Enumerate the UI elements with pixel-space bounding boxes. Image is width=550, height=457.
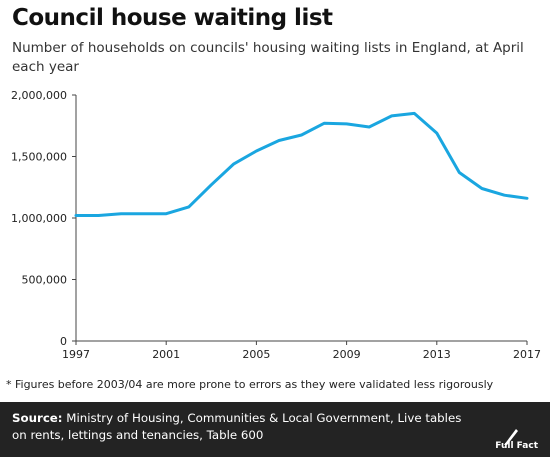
y-tick-label: 1,500,000 [11,151,67,164]
data-point [97,214,100,217]
logo-text: Full Fact [495,441,538,451]
data-point [75,214,78,217]
data-point [345,122,348,125]
source-body: Ministry of Housing, Communities & Local… [12,411,462,442]
series-line [74,111,529,217]
chart-footnote: * Figures before 2003/04 are more prone … [6,378,494,391]
data-point [435,132,438,135]
data-point [187,205,190,208]
chart-ticks: 0 500,000 1,000,000 1,500,000 2,000,000 1997 2… [11,89,541,361]
source-label: Source: [12,411,63,425]
data-point [503,194,506,197]
data-point [390,114,393,117]
chart-subtitle: Number of households on councils' housin… [12,40,524,75]
source-text: Source: Ministry of Housing, Communities… [12,410,472,444]
data-point [277,139,280,142]
chart-series [74,111,529,217]
data-point [458,171,461,174]
y-tick-label: 2,000,000 [11,89,67,102]
data-point [142,212,145,215]
data-point [120,212,123,215]
logo-mark-icon [504,429,518,445]
data-point [255,149,258,152]
y-tick-label: 500,000 [22,274,68,287]
chart-axes [75,95,527,342]
chart-title: Council house waiting list [12,5,333,31]
y-tick-label: 0 [60,335,67,348]
x-tick-label: 2001 [152,348,180,361]
data-point [165,212,168,215]
line-chart: 0 500,000 1,000,000 1,500,000 2,000,000 1997 2… [11,89,541,361]
data-point [300,133,303,136]
x-tick-label: 1997 [62,348,90,361]
source-footer: Source: Ministry of Housing, Communities… [0,402,550,457]
data-point [368,125,371,128]
y-tick-label: 1,000,000 [11,212,67,225]
data-point [413,112,416,115]
data-point [323,122,326,125]
x-tick-label: 2017 [513,348,541,361]
x-tick-label: 2005 [242,348,270,361]
data-point [526,197,529,200]
data-point [232,162,235,165]
data-point [210,183,213,186]
x-tick-label: 2013 [423,348,451,361]
data-point [480,187,483,190]
full-fact-logo: Full Fact [495,427,538,451]
x-tick-label: 2009 [333,348,361,361]
